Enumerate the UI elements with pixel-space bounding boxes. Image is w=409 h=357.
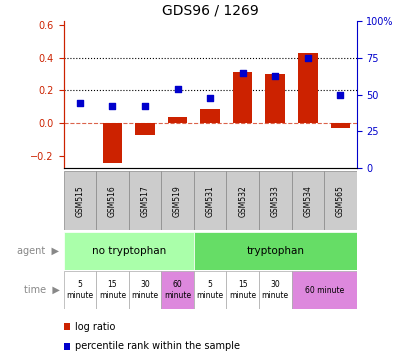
Bar: [193, 232, 356, 270]
Text: GSM515: GSM515: [75, 185, 84, 217]
Bar: [167, 117, 187, 124]
Text: GSM565: GSM565: [335, 185, 344, 217]
Bar: [193, 171, 226, 230]
Text: 60
minute: 60 minute: [164, 280, 191, 300]
Bar: [200, 109, 219, 124]
Bar: [96, 271, 128, 309]
Text: GSM516: GSM516: [108, 185, 117, 217]
Text: 5
minute: 5 minute: [66, 280, 93, 300]
Bar: [330, 124, 349, 128]
Bar: [63, 232, 193, 270]
Point: [336, 92, 343, 97]
Bar: [324, 171, 356, 230]
Bar: [258, 171, 291, 230]
Bar: [193, 271, 226, 309]
Text: percentile rank within the sample: percentile rank within the sample: [75, 341, 239, 351]
Bar: [63, 271, 96, 309]
Bar: [291, 271, 356, 309]
Point: [206, 95, 213, 100]
Bar: [135, 124, 154, 135]
Text: 15
minute: 15 minute: [229, 280, 256, 300]
Bar: [258, 271, 291, 309]
Point: [239, 70, 245, 76]
Text: agent  ▶: agent ▶: [18, 246, 59, 256]
Bar: [226, 271, 258, 309]
Text: GSM519: GSM519: [173, 185, 182, 217]
Text: 15
minute: 15 minute: [99, 280, 126, 300]
Text: 5
minute: 5 minute: [196, 280, 223, 300]
Bar: [128, 171, 161, 230]
Text: 60 minute: 60 minute: [304, 286, 343, 295]
Text: no tryptophan: no tryptophan: [91, 246, 165, 256]
Bar: [102, 124, 122, 163]
Bar: [161, 271, 193, 309]
Text: GSM531: GSM531: [205, 185, 214, 217]
Point: [174, 86, 180, 92]
Bar: [96, 171, 128, 230]
Bar: [161, 171, 193, 230]
Text: GSM534: GSM534: [303, 185, 312, 217]
Bar: [128, 271, 161, 309]
Bar: [63, 171, 96, 230]
Text: GSM532: GSM532: [238, 185, 247, 217]
Point: [142, 104, 148, 109]
Text: 30
minute: 30 minute: [261, 280, 288, 300]
Bar: [232, 72, 252, 124]
Text: time  ▶: time ▶: [23, 285, 59, 295]
Text: tryptophan: tryptophan: [246, 246, 303, 256]
Bar: [226, 171, 258, 230]
Title: GDS96 / 1269: GDS96 / 1269: [162, 4, 258, 17]
Point: [76, 101, 83, 106]
Point: [109, 104, 115, 109]
Text: 30
minute: 30 minute: [131, 280, 158, 300]
Bar: [291, 171, 324, 230]
Text: GSM533: GSM533: [270, 185, 279, 217]
Text: GSM517: GSM517: [140, 185, 149, 217]
Text: log ratio: log ratio: [75, 322, 115, 332]
Bar: [297, 53, 317, 124]
Point: [271, 73, 278, 79]
Bar: [265, 74, 284, 124]
Point: [304, 55, 310, 61]
